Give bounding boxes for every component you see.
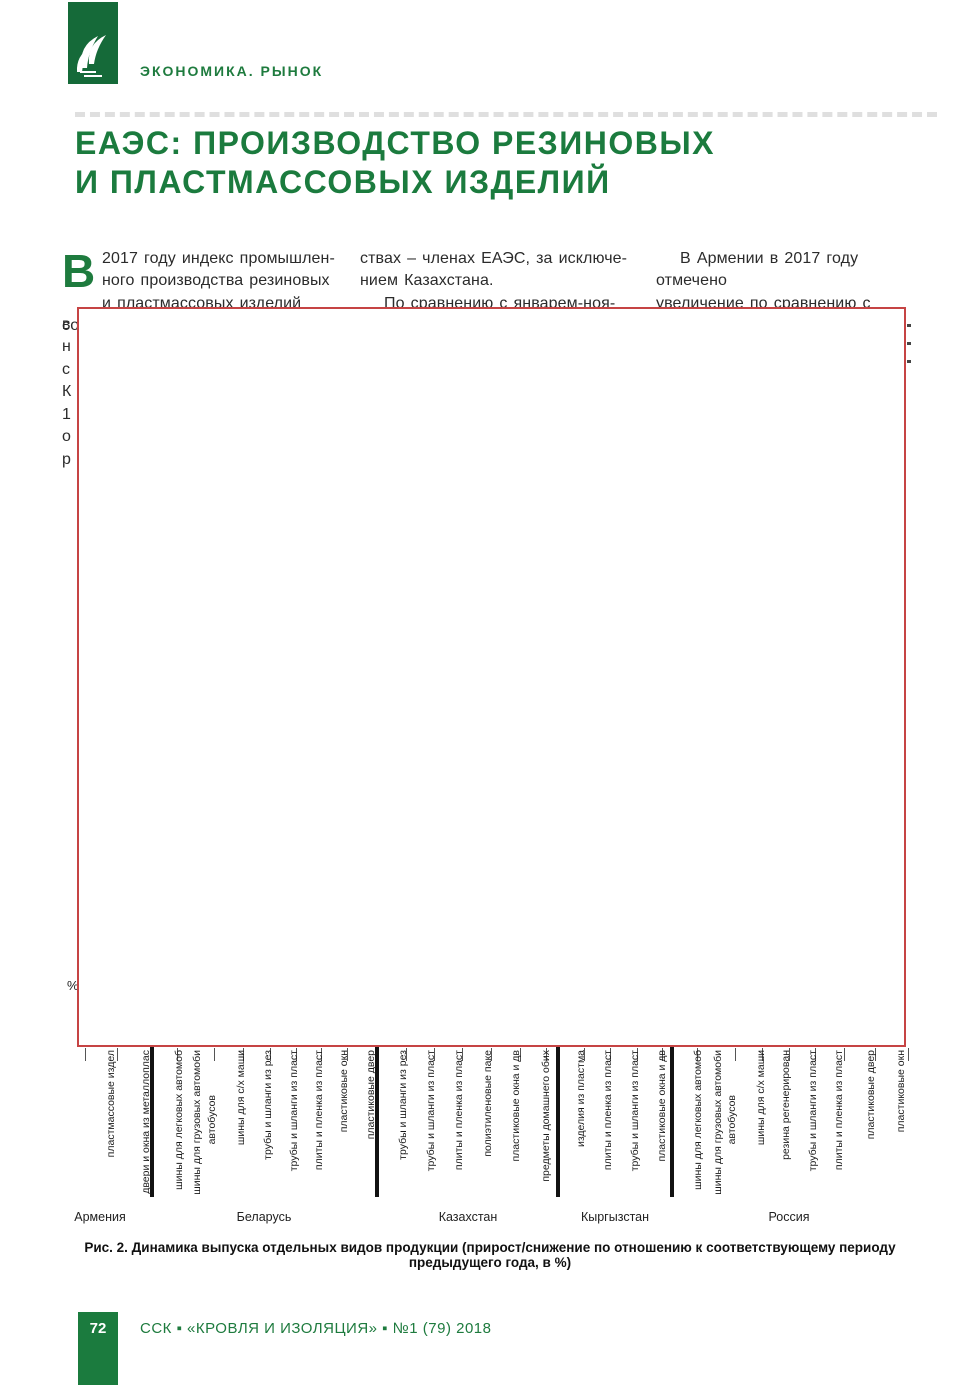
clipped-text-fragment bbox=[907, 360, 911, 363]
x-axis-label: трубы и шланги из рез bbox=[397, 1050, 409, 1160]
x-axis-label: плиты и пленка из пласт bbox=[453, 1050, 465, 1171]
x-axis-label: трубы и шланги из пласт bbox=[425, 1050, 437, 1172]
country-group-label: Россия bbox=[768, 1210, 810, 1224]
x-axis-label: трубы и шланги из пласт bbox=[807, 1050, 819, 1172]
x-axis-label: пластмассовые издел bbox=[105, 1050, 117, 1158]
country-group-label: Казахстан bbox=[438, 1210, 498, 1224]
x-axis-label: пластиковые двер bbox=[865, 1050, 877, 1140]
article-column-2: ствах – членах ЕАЭС, за исключе- нием Ка… bbox=[360, 248, 642, 315]
x-axis-label: пластиковые окна и дв bbox=[510, 1050, 522, 1162]
x-axis-label: плиты и пленка из пласт bbox=[602, 1050, 614, 1171]
page-title: ЕАЭС: ПРОИЗВОДСТВО РЕЗИНОВЫХ И ПЛАСТМАСС… bbox=[75, 124, 955, 202]
x-axis-label: шины для грузовых автомоби bbox=[191, 1050, 203, 1195]
group-divider bbox=[670, 1047, 674, 1197]
text-line: В Армении в 2017 году отмечено bbox=[656, 250, 859, 290]
x-axis-ticks bbox=[0, 1048, 1, 1061]
page-title-line1: ЕАЭС: ПРОИЗВОДСТВО РЕЗИНОВЫХ bbox=[75, 125, 715, 161]
leaf-icon bbox=[76, 35, 106, 77]
clipped-line-start: в bbox=[62, 316, 71, 333]
page-number-badge: 72 bbox=[78, 1312, 118, 1385]
text-line: ствах – членах ЕАЭС, за исключе- bbox=[360, 250, 628, 267]
figure-placeholder bbox=[77, 307, 906, 1047]
group-divider bbox=[150, 1047, 154, 1197]
x-axis-label: плиты и пленка из пласт bbox=[313, 1050, 325, 1171]
x-axis-label: шины для с/х маши bbox=[235, 1050, 247, 1146]
clipped-text-fragment bbox=[907, 342, 911, 345]
x-axis-label: автобусов bbox=[206, 1095, 218, 1145]
drop-cap: В bbox=[62, 245, 96, 297]
section-header: ЭКОНОМИКА. РЫНОК bbox=[140, 63, 324, 79]
x-axis-label: предметы домашнего обих bbox=[540, 1050, 552, 1182]
journal-footer-line: ССК ▪ «КРОВЛЯ И ИЗОЛЯЦИЯ» ▪ №1 (79) 2018 bbox=[140, 1320, 492, 1337]
group-divider bbox=[556, 1047, 560, 1197]
x-axis-label: плиты и пленка из пласт bbox=[833, 1050, 845, 1171]
text-line: нием Казахстана. bbox=[360, 272, 494, 290]
x-axis-label: шины для грузовых автомоби bbox=[712, 1050, 724, 1195]
x-axis-label: автобусов bbox=[726, 1095, 738, 1145]
y-axis-unit-label: % bbox=[67, 978, 79, 993]
x-axis-label: пластиковые окна и дв bbox=[656, 1050, 668, 1162]
group-divider bbox=[375, 1047, 379, 1197]
x-axis-label: пластиковые двер bbox=[365, 1050, 377, 1140]
x-axis-label: резина регенерирован bbox=[780, 1050, 792, 1160]
clipped-line-start: н bbox=[62, 338, 71, 355]
clipped-text-fragment bbox=[907, 324, 911, 327]
x-axis-label: шины для с/х маши bbox=[755, 1050, 767, 1146]
title-rule bbox=[75, 112, 937, 117]
x-axis-label: полиэтиленовые паке bbox=[482, 1050, 494, 1157]
x-axis-label: пластиковые окн bbox=[338, 1050, 350, 1133]
x-axis-label: двери и окна из металлоплас bbox=[140, 1050, 152, 1194]
clipped-line-start: К bbox=[62, 383, 72, 400]
figure-caption: Рис. 2. Динамика выпуска отдельных видов… bbox=[84, 1240, 896, 1270]
x-axis-label: трубы и шланги из пласт bbox=[288, 1050, 300, 1172]
page-title-line2: И ПЛАСТМАССОВЫХ ИЗДЕЛИЙ bbox=[75, 164, 611, 200]
article-column-1: В 2017 году индекс промышлен- ного произ… bbox=[62, 248, 354, 338]
x-axis-label: шины для легковых автомоб bbox=[692, 1050, 704, 1190]
x-axis-label: шины для легковых автомоб bbox=[173, 1050, 185, 1190]
x-axis-label: трубы и шланги из рез bbox=[262, 1050, 274, 1160]
clipped-line-start: р bbox=[62, 451, 71, 468]
clipped-line-start: о bbox=[62, 428, 71, 445]
text-line: 2017 году индекс промышлен- bbox=[102, 250, 335, 267]
x-axis-label: пластиковые окн bbox=[895, 1050, 907, 1133]
page-number: 72 bbox=[89, 1320, 107, 1337]
text-line: ного производства резиновых bbox=[102, 272, 330, 290]
clipped-line-start: 1 bbox=[62, 406, 71, 423]
x-axis-label: трубы и шланги из пласт bbox=[629, 1050, 641, 1172]
country-group-label: Кыргызстан bbox=[580, 1210, 650, 1224]
brand-logo bbox=[68, 2, 118, 84]
country-group-label: Армения bbox=[74, 1210, 126, 1224]
clipped-line-start: с bbox=[62, 361, 70, 378]
country-group-label: Беларусь bbox=[236, 1210, 292, 1224]
x-axis-label: изделия из пластма bbox=[575, 1050, 587, 1148]
